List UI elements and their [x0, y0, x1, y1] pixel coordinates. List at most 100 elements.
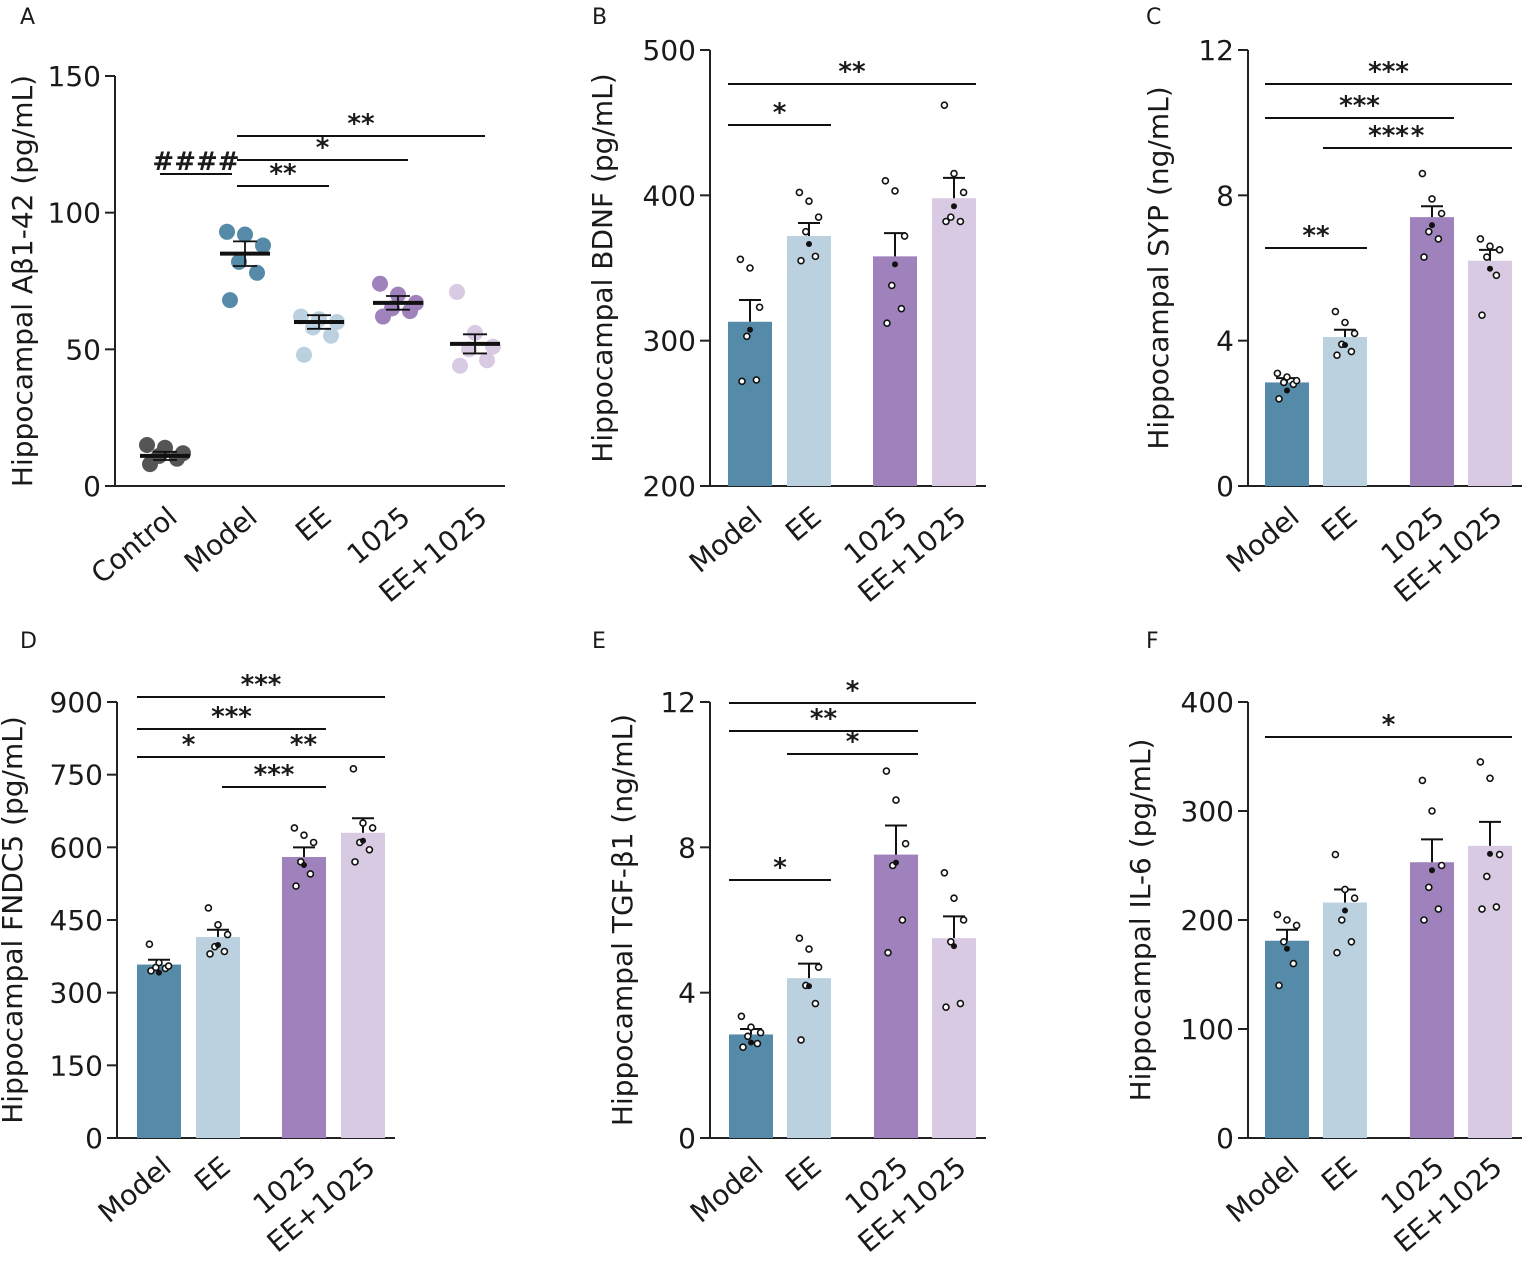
y-tick-label: 200	[643, 470, 696, 503]
data-point	[743, 1032, 752, 1041]
data-point	[214, 921, 222, 929]
data-point	[296, 346, 312, 363]
significance-label: **	[269, 159, 297, 189]
bar-model	[1265, 382, 1309, 486]
significance-label: ***	[1339, 91, 1380, 121]
y-tick-label: 0	[85, 1122, 103, 1155]
panel-d: D Hippocampal FNDC5 (pg/mL) 0 150 300 450 600 7…	[0, 629, 395, 1259]
data-point	[255, 237, 271, 254]
data-point	[1280, 378, 1288, 387]
data-point	[946, 937, 955, 946]
y-tick-label: 12	[660, 686, 696, 719]
significance-label: ***	[241, 670, 282, 700]
data-point	[309, 838, 318, 847]
data-point	[223, 930, 232, 939]
mean-dot	[1487, 265, 1493, 272]
data-point	[956, 999, 965, 1008]
y-tick-label: 300	[50, 977, 103, 1010]
data-point	[300, 831, 308, 840]
y-tick-label: 4	[678, 977, 696, 1010]
mean-dot	[1284, 387, 1290, 394]
data-point	[959, 916, 968, 924]
x-tick-label: EE	[1315, 500, 1363, 548]
data-point	[1478, 905, 1486, 913]
data-point	[452, 357, 468, 374]
data-point	[884, 948, 892, 957]
data-point	[1434, 905, 1443, 913]
y-tick-label: 100	[1181, 1013, 1234, 1046]
x-tick-label: Model	[683, 500, 769, 579]
data-point	[323, 327, 339, 344]
significance-label: ***	[1368, 121, 1409, 151]
data-point	[1331, 307, 1340, 316]
y-tick-label: 600	[50, 831, 103, 864]
panel-f: F Hippocampal IL-6 (pg/mL) 0 100 200 300 400 Mo…	[1124, 629, 1522, 1259]
significance-label: ***	[211, 702, 252, 732]
data-point	[1331, 850, 1340, 859]
mean-dot	[951, 943, 957, 950]
bar-ee	[1323, 337, 1367, 486]
data-point	[237, 226, 253, 243]
data-point	[892, 796, 900, 804]
significance-label: **	[810, 704, 838, 734]
data-point	[1341, 318, 1349, 327]
mean-dot	[748, 1039, 754, 1046]
data-point	[805, 945, 813, 953]
x-tick-label: Model	[684, 1150, 770, 1229]
data-point	[940, 101, 949, 110]
y-tick-label: 8	[678, 831, 696, 864]
data-point	[292, 882, 300, 890]
data-point	[1428, 195, 1436, 203]
panel-letter: C	[1146, 5, 1161, 30]
y-tick-label: 750	[50, 759, 103, 792]
data-point	[736, 255, 745, 264]
mean-dot	[951, 203, 957, 210]
data-point	[942, 1003, 950, 1012]
data-point	[249, 264, 265, 281]
significance-label: *	[846, 727, 860, 757]
x-tick-label: EE	[289, 500, 337, 548]
data-point	[485, 338, 501, 355]
data-point	[1425, 227, 1433, 236]
bar-ee-1025	[932, 198, 976, 487]
y-tick-label: 400	[643, 179, 696, 212]
data-point	[467, 324, 483, 341]
data-point	[950, 169, 958, 178]
data-point	[1338, 916, 1346, 924]
y-axis-label: Hippocampal IL-6 (pg/mL)	[1124, 739, 1157, 1102]
data-point	[1476, 758, 1485, 766]
data-point	[1495, 850, 1504, 859]
data-point	[349, 765, 358, 773]
data-point	[204, 904, 213, 912]
panel-letter: B	[592, 5, 607, 30]
data-point	[1492, 903, 1501, 911]
data-point	[1483, 872, 1491, 881]
data-point	[155, 958, 163, 967]
data-point	[940, 868, 949, 877]
data-point	[739, 1043, 747, 1051]
data-point	[811, 252, 820, 261]
data-point	[898, 916, 907, 924]
mean-dot	[806, 983, 812, 990]
data-point	[1418, 776, 1427, 785]
data-point	[742, 332, 751, 341]
mean-dot	[301, 862, 307, 869]
significance-label: ####	[152, 147, 239, 177]
data-point	[1347, 347, 1356, 356]
significance-label: **	[838, 57, 866, 87]
y-tick-label: 0	[1216, 470, 1234, 503]
data-point	[1273, 369, 1282, 378]
data-point	[1275, 394, 1283, 403]
y-tick-label: 0	[678, 1122, 696, 1155]
data-point	[956, 217, 965, 226]
data-point	[1420, 916, 1428, 924]
data-point	[891, 187, 899, 195]
y-tick-label: 150	[48, 60, 101, 93]
data-point	[1478, 311, 1486, 320]
y-tick-label: 12	[1198, 34, 1234, 67]
data-point	[1350, 329, 1359, 338]
data-point	[805, 197, 813, 205]
y-tick-label: 900	[50, 686, 103, 719]
data-point	[795, 934, 804, 942]
data-point	[1289, 959, 1298, 968]
